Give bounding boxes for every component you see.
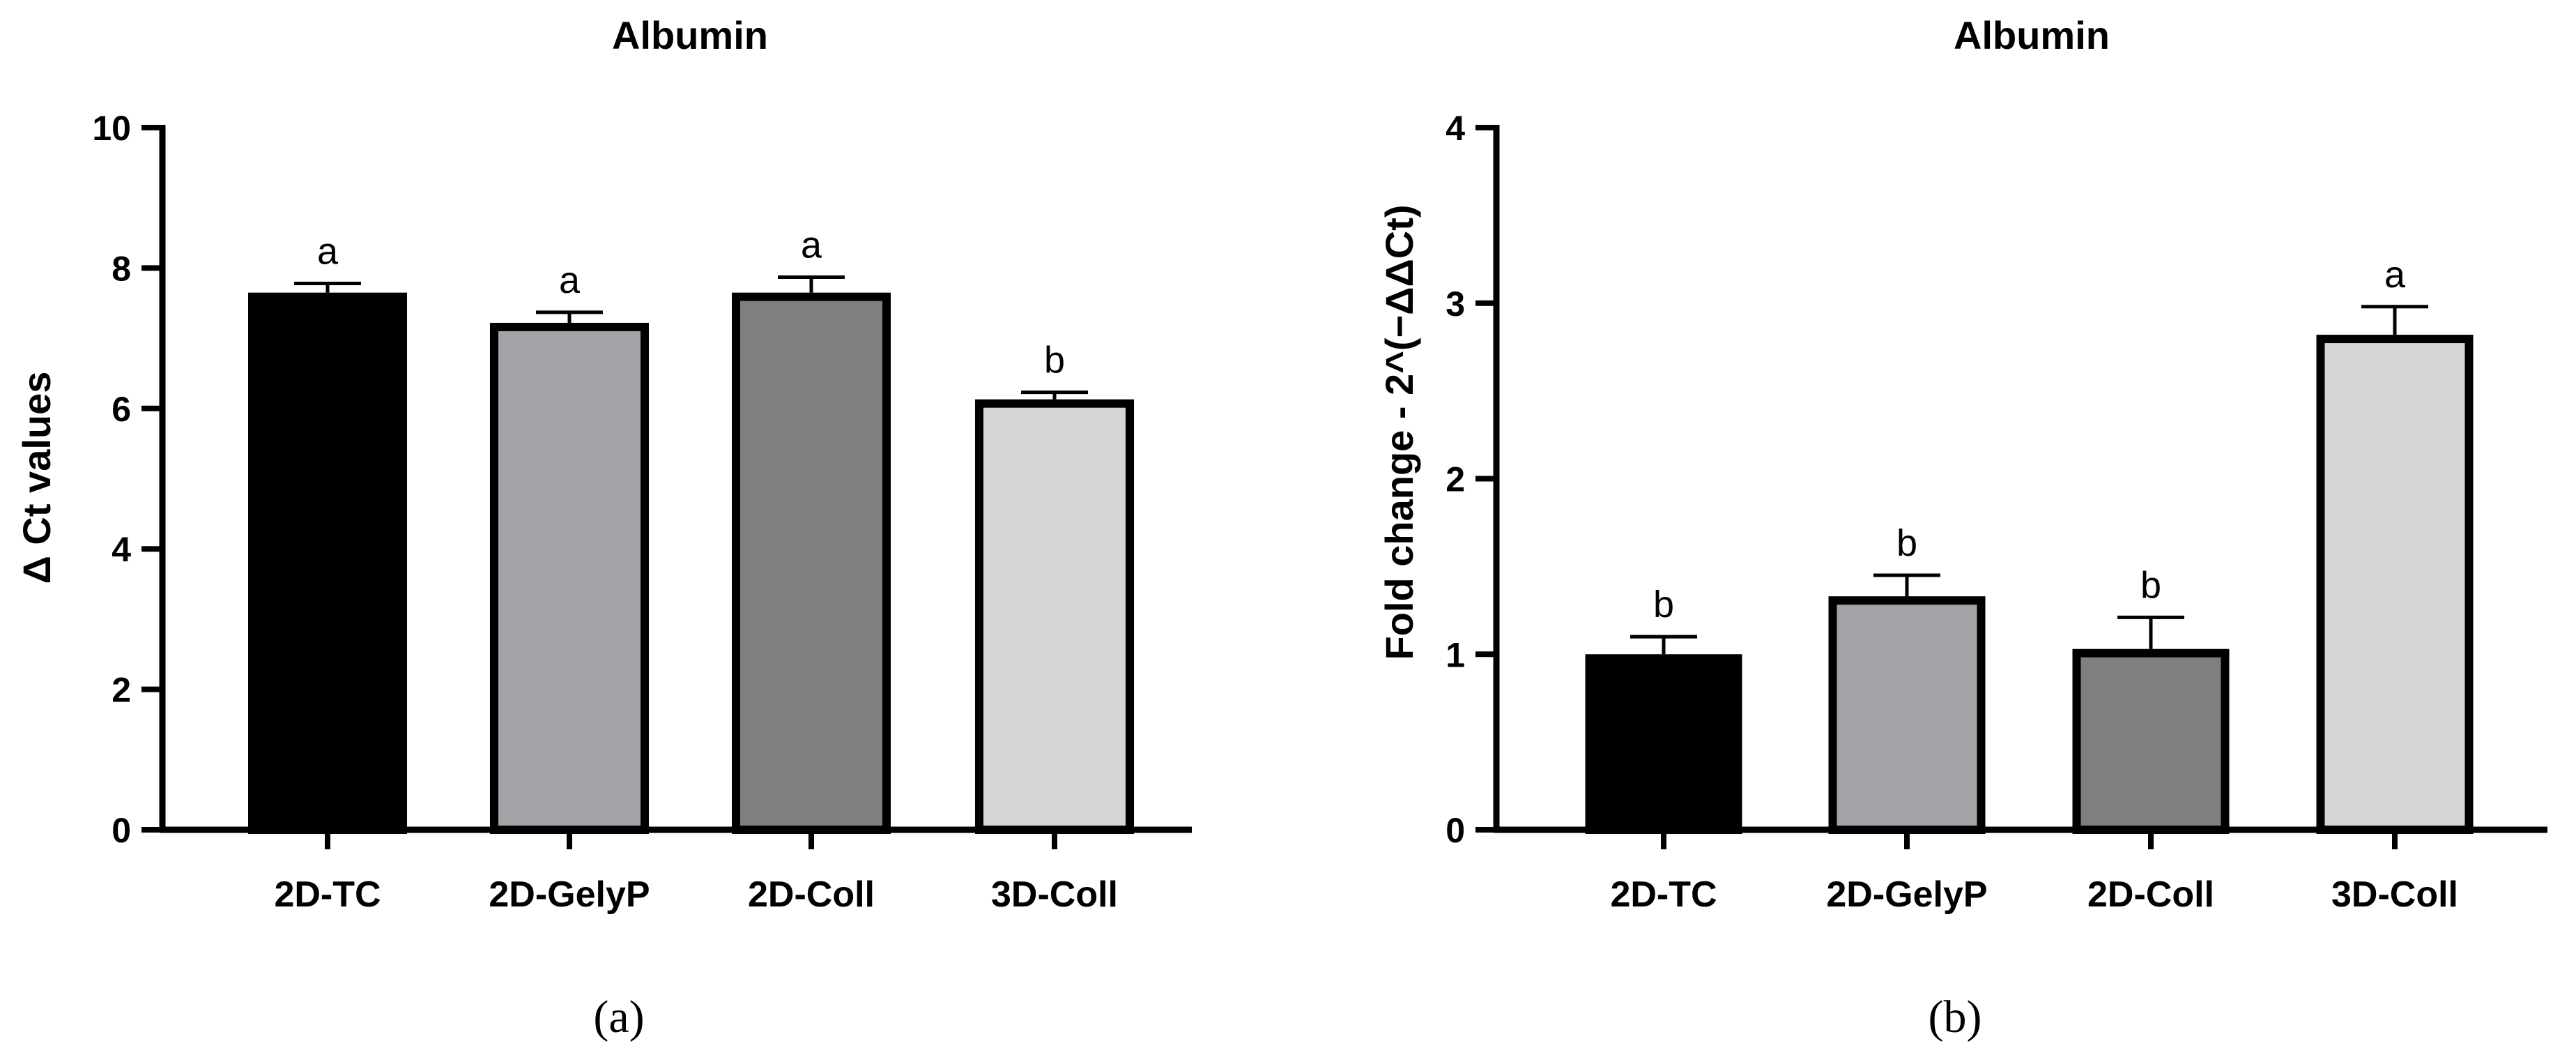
chart-b-bar-0 bbox=[1585, 654, 1742, 834]
chart-b: Albumin Fold change - 2^(−ΔΔCt) b 2D-TC b 2… bbox=[1377, 13, 2547, 1042]
chart-a-bar-0 bbox=[248, 292, 407, 834]
chart-a-y-tick-label-1: 2 bbox=[112, 671, 131, 710]
chart-b-y-tick-label-0: 0 bbox=[1446, 811, 1465, 850]
chart-a-y-axis-label: Δ Ct values bbox=[15, 372, 59, 584]
chart-a-y-tick-label-5: 10 bbox=[92, 109, 131, 148]
chart-b-significance-label-0: b bbox=[1653, 584, 1674, 625]
chart-a-significance-label-1: a bbox=[559, 259, 581, 301]
panel-label-a: (a) bbox=[593, 992, 644, 1042]
chart-a-y-tick-label-4: 8 bbox=[112, 249, 131, 288]
chart-b-bar-3 bbox=[2316, 335, 2474, 834]
chart-b-category-label-1: 2D-GelyP bbox=[1826, 874, 1987, 915]
chart-b-significance-label-1: b bbox=[1896, 522, 1917, 564]
chart-a-y-tick-label-2: 4 bbox=[112, 530, 131, 569]
chart-b-title: Albumin bbox=[1954, 13, 2110, 57]
chart-a-significance-label-0: a bbox=[317, 231, 339, 273]
chart-a-category-label-3: 3D-Coll bbox=[991, 874, 1118, 915]
chart-b-y-axis-label: Fold change - 2^(−ΔΔCt) bbox=[1377, 205, 1421, 660]
chart-b-y-tick-label-3: 3 bbox=[1446, 284, 1465, 324]
chart-a-category-label-2: 2D-Coll bbox=[748, 874, 875, 915]
chart-a-y-tick-label-3: 6 bbox=[112, 390, 131, 429]
chart-b-significance-label-3: a bbox=[2384, 254, 2406, 296]
chart-b-significance-label-2: b bbox=[2140, 564, 2161, 606]
chart-a-category-label-1: 2D-GelyP bbox=[489, 874, 650, 915]
chart-b-bar-2 bbox=[2072, 648, 2230, 835]
chart-a-bar-2 bbox=[732, 292, 891, 834]
chart-b-category-label-3: 3D-Coll bbox=[2331, 874, 2458, 915]
chart-b-category-label-2: 2D-Coll bbox=[2087, 874, 2214, 915]
chart-b-category-label-0: 2D-TC bbox=[1610, 874, 1717, 915]
chart-a-plot: a 2D-TC a 2D-GelyP a 2D-Coll b 3D-Coll 0 2 4 6 8 10 bbox=[92, 109, 1192, 915]
panel-label-b: (b) bbox=[1929, 992, 1982, 1042]
chart-a-y-tick-label-0: 0 bbox=[112, 811, 131, 850]
chart-b-bar-1 bbox=[1828, 596, 1986, 834]
chart-a: Albumin Δ Ct values a 2D-TC a 2D-GelyP a 2D-C… bbox=[15, 13, 1192, 1042]
chart-a-bar-1 bbox=[490, 322, 649, 835]
chart-a-significance-label-2: a bbox=[801, 224, 822, 266]
chart-b-plot: b 2D-TC b 2D-GelyP b 2D-Coll a 3D-Coll 0 1 2 3 4 bbox=[1446, 109, 2547, 915]
chart-b-y-tick-label-1: 1 bbox=[1446, 635, 1465, 674]
chart-a-bar-3 bbox=[975, 399, 1134, 834]
chart-a-title: Albumin bbox=[612, 13, 768, 57]
chart-b-y-tick-label-4: 4 bbox=[1446, 109, 1465, 148]
chart-b-y-tick-label-2: 2 bbox=[1446, 460, 1465, 499]
chart-a-category-label-0: 2D-TC bbox=[274, 874, 381, 915]
chart-a-significance-label-3: b bbox=[1044, 340, 1065, 381]
